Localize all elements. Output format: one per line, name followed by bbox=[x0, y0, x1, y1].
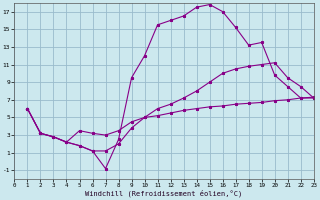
X-axis label: Windchill (Refroidissement éolien,°C): Windchill (Refroidissement éolien,°C) bbox=[85, 190, 243, 197]
